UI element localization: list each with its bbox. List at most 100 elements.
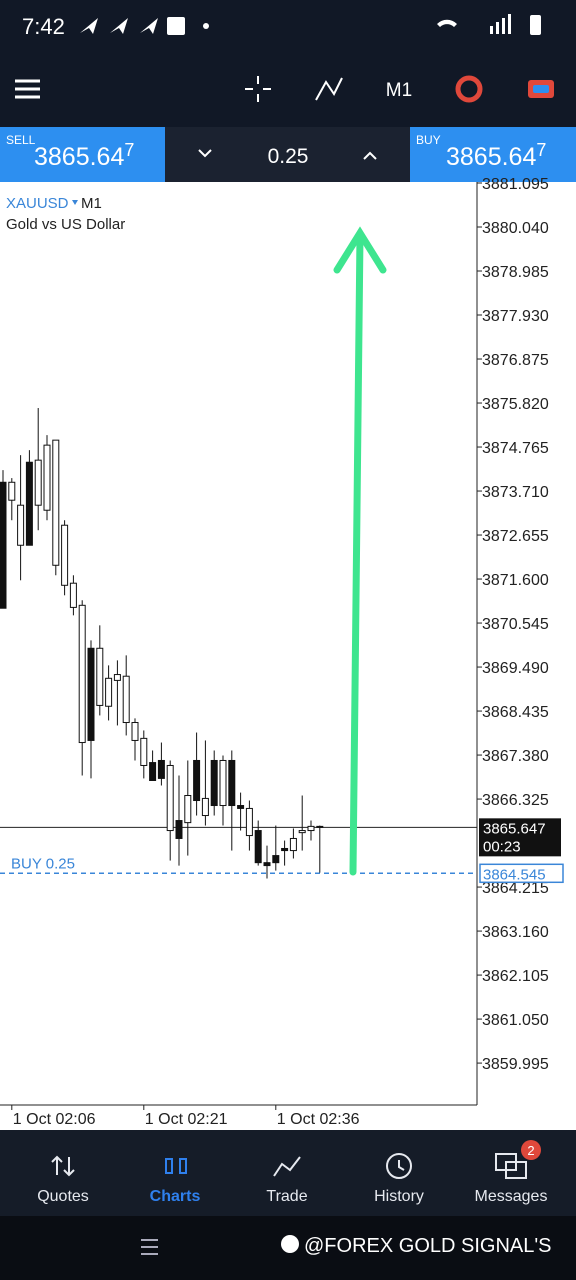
- sell-label: SELL: [6, 133, 36, 147]
- y-tick-label: 3874.765: [482, 440, 549, 457]
- candle-body: [281, 847, 289, 852]
- candle-body: [175, 820, 183, 839]
- chart-area[interactable]: [0, 182, 576, 1130]
- candle-body: [140, 737, 148, 766]
- candle-body: [122, 675, 130, 724]
- y-tick-label: 3870.545: [482, 616, 549, 633]
- candle-body: [0, 481, 7, 609]
- countdown-timer: 00:23: [483, 838, 521, 855]
- position-price-box: [479, 863, 564, 884]
- candle-body: [69, 582, 77, 608]
- candle-body: [245, 807, 253, 837]
- trade-button-inner: [533, 85, 549, 93]
- candle-body: [43, 444, 51, 511]
- crosshair-button[interactable]: [245, 76, 271, 102]
- candle-body: [219, 759, 227, 807]
- candle-body: [17, 504, 25, 546]
- y-tick-label: 3861.050: [482, 1012, 549, 1029]
- candle-body: [96, 647, 104, 706]
- position-price-label: 3864.545: [483, 866, 546, 883]
- volume[interactable]: 0.25: [268, 145, 309, 168]
- watermark: @FOREX GOLD SIGNAL'S: [304, 1235, 552, 1257]
- symbol-dropdown[interactable]: [72, 200, 78, 205]
- indicators-button[interactable]: [315, 77, 343, 101]
- candle-body: [34, 459, 42, 506]
- buy-button[interactable]: [410, 127, 576, 182]
- y-tick-label: 3867.380: [482, 748, 549, 765]
- candle-body: [105, 677, 113, 707]
- y-tick-label: 3862.105: [482, 968, 549, 985]
- sell-price: 3865.647: [34, 140, 134, 171]
- candle-body: [8, 481, 16, 501]
- system-menu-button[interactable]: [141, 1239, 158, 1255]
- volume-down[interactable]: [198, 149, 212, 158]
- candle-body: [52, 439, 60, 566]
- candle-body: [149, 762, 157, 781]
- messages-badge-count: 2: [527, 1143, 534, 1158]
- x-tick-label: 1 Oct 02:21: [145, 1111, 228, 1128]
- sell-price-main: 3865.64: [34, 143, 124, 171]
- sell-price-last: 7: [124, 140, 134, 160]
- candle-body: [87, 647, 95, 741]
- current-price-label: 3865.647: [483, 820, 546, 837]
- y-tick-label: 3869.490: [482, 660, 549, 677]
- bottom-nav: [0, 1130, 576, 1216]
- nav-history[interactable]: History: [374, 1188, 424, 1205]
- nav-icons: [51, 1153, 527, 1179]
- candle-body: [193, 759, 201, 802]
- y-tick-label: 3863.160: [482, 924, 549, 941]
- candle-body: [78, 604, 86, 744]
- y-tick-label: 3875.820: [482, 396, 549, 413]
- candle-body: [131, 722, 139, 741]
- candle-body: [25, 461, 33, 546]
- candle-body: [61, 524, 69, 586]
- sell-button[interactable]: [0, 127, 165, 182]
- menu-button[interactable]: [15, 79, 40, 99]
- chart-description: Gold vs US Dollar: [6, 216, 125, 233]
- chart-symbol: XAUUSD: [6, 195, 69, 212]
- chart-timeframe: M1: [81, 195, 102, 212]
- objects-button[interactable]: [455, 75, 483, 103]
- candle-body: [210, 759, 218, 807]
- y-tick-label: 3881.095: [482, 176, 549, 193]
- y-tick-label: 3880.040: [482, 220, 549, 237]
- x-tick-label: 1 Oct 02:36: [277, 1111, 360, 1128]
- y-tick-label: 3864.215: [482, 880, 549, 897]
- candle-body: [307, 825, 315, 832]
- volume-up[interactable]: [363, 151, 377, 160]
- y-tick-label: 3878.985: [482, 264, 549, 281]
- watermark-icon: [281, 1235, 299, 1253]
- status-icons: [80, 14, 541, 35]
- arrow-annotation: [333, 226, 387, 876]
- nav-messages[interactable]: Messages: [475, 1188, 548, 1205]
- top-bar: [0, 0, 576, 127]
- candle-body: [272, 855, 280, 864]
- nav-charts[interactable]: Charts: [150, 1188, 201, 1205]
- buy-price: 3865.647: [446, 140, 546, 171]
- buy-price-main: 3865.64: [446, 143, 536, 171]
- position-label: BUY 0.25: [11, 855, 75, 872]
- nav-trade[interactable]: Trade: [266, 1188, 307, 1205]
- candle-body: [228, 759, 236, 807]
- y-tick-label: 3872.655: [482, 528, 549, 545]
- candle-body: [289, 837, 297, 852]
- buy-label: BUY: [416, 133, 441, 147]
- nav-quotes[interactable]: Quotes: [37, 1188, 89, 1205]
- messages-badge: [521, 1140, 541, 1160]
- chart-layer: 3881.095 3880.040 3878.985 3877.930 3876.875…: [0, 176, 564, 1128]
- candle-body: [113, 674, 121, 681]
- candle-body: [157, 759, 165, 779]
- candle-body: [254, 830, 262, 864]
- buy-price-last: 7: [536, 140, 546, 160]
- y-tick-label: 3873.710: [482, 484, 549, 501]
- y-tick-label: 3868.435: [482, 704, 549, 721]
- status-time: 7:42: [22, 14, 65, 39]
- timeframe-button[interactable]: M1: [386, 80, 412, 101]
- y-tick-label: 3871.600: [482, 572, 549, 589]
- candle-body: [298, 830, 306, 834]
- candle-body: [166, 764, 174, 832]
- candle-body: [184, 795, 192, 824]
- candle-body: [201, 797, 209, 817]
